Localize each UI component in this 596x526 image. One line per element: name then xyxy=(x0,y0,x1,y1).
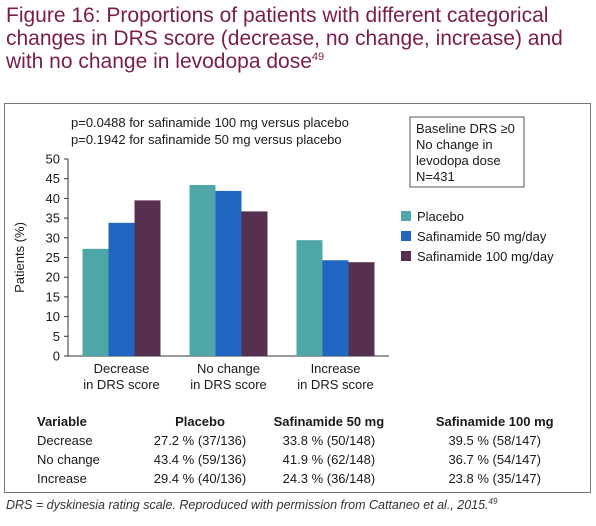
bar xyxy=(189,185,216,356)
y-tick-label: 25 xyxy=(46,250,60,265)
bar xyxy=(348,262,375,356)
x-tick-label: in DRS score xyxy=(190,377,267,392)
bar xyxy=(215,190,242,356)
table-header-cell: Variable xyxy=(37,414,87,429)
table-header-cell: Placebo xyxy=(175,414,225,429)
table-cell: 39.5 % (58/147) xyxy=(448,433,541,448)
info-box-line: Baseline DRS ≥0 xyxy=(416,121,515,136)
y-tick-label: 10 xyxy=(46,309,60,324)
y-tick-label: 20 xyxy=(46,270,60,285)
legend-label: Safinamide 100 mg/day xyxy=(417,249,554,264)
table-row: Increase 29.4 % (40/136) 24.3 % (36/148) 23… xyxy=(5,469,590,488)
bar xyxy=(82,248,109,356)
figure-caption: DRS = dyskinesia rating scale. Reproduce… xyxy=(6,497,497,512)
bar xyxy=(296,240,323,356)
figure-title-ref: 49 xyxy=(311,51,325,63)
table-cell: 41.9 % (62/148) xyxy=(282,452,376,467)
bar xyxy=(134,200,161,356)
y-tick-label: 0 xyxy=(53,349,60,364)
table-cell: 33.8 % (50/148) xyxy=(282,433,376,448)
bar xyxy=(108,222,135,356)
info-box xyxy=(409,116,525,188)
table-header-cell: Safinamide 100 mg xyxy=(435,414,554,429)
y-tick-label: 45 xyxy=(46,171,60,186)
figure-title: Figure 16: Proportions of patients with … xyxy=(6,4,590,73)
y-tick-label: 35 xyxy=(46,211,60,226)
bar xyxy=(322,260,349,356)
y-tick-label: 5 xyxy=(53,329,60,344)
table-cell: 29.4 % (40/136) xyxy=(153,471,247,486)
legend-label: Safinamide 50 mg/day xyxy=(417,229,547,244)
stats-table-grid: Variable Placebo Safinamide 50 mg Safinamid… xyxy=(5,412,590,488)
x-tick-label: Decrease xyxy=(94,361,150,376)
annotation: p=0.0488 for safinamide 100 mg versus pl… xyxy=(71,115,349,130)
legend-label: Placebo xyxy=(417,209,464,224)
table-cell: Increase xyxy=(37,471,87,486)
x-tick-label: No change xyxy=(197,361,260,376)
table-row: No change 43.4 % (59/136) 41.9 % (62/148) 3… xyxy=(5,450,590,469)
legend-swatch xyxy=(401,211,411,221)
info-box-line: levodopa dose xyxy=(416,153,501,168)
info-box-line: N=431 xyxy=(416,169,455,184)
table-cell: Decrease xyxy=(37,433,93,448)
table-row: Decrease 27.2 % (37/136) 33.8 % (50/148) 39… xyxy=(5,431,590,450)
table-header-cell: Safinamide 50 mg xyxy=(273,414,385,429)
bar-chart: 0 5 10 15 20 25 30 35 40 45 50 Patients (%) Decrease… xyxy=(12,115,554,392)
y-tick-label: 50 xyxy=(46,152,60,167)
annotation: p=0.1942 for safinamide 50 mg versus pla… xyxy=(71,132,342,147)
table-cell: No change xyxy=(37,452,100,467)
chart-panel: 0 5 10 15 20 25 30 35 40 45 50 Patients (%) Decrease… xyxy=(4,103,591,493)
y-axis-label: Patients (%) xyxy=(12,222,27,293)
table-cell: 36.7 % (54/147) xyxy=(448,452,541,467)
bar xyxy=(241,211,268,356)
x-tick-label: Increase xyxy=(311,361,361,376)
caption-ref: 49 xyxy=(488,497,498,506)
x-tick-label: in DRS score xyxy=(83,377,160,392)
y-tick-label: 15 xyxy=(46,289,60,304)
legend-swatch xyxy=(401,251,411,261)
table-cell: 27.2 % (37/136) xyxy=(153,433,247,448)
x-tick-label: in DRS score xyxy=(297,377,374,392)
figure-title-text: Figure 16: Proportions of patients with … xyxy=(6,4,563,73)
table-header-row: Variable Placebo Safinamide 50 mg Safinamid… xyxy=(5,412,590,431)
y-tick-label: 40 xyxy=(46,191,60,206)
legend-swatch xyxy=(401,231,411,241)
table-cell: 24.3 % (36/148) xyxy=(282,471,376,486)
table-cell: 43.4 % (59/136) xyxy=(153,452,247,467)
y-tick-label: 30 xyxy=(46,230,60,245)
caption-text: DRS = dyskinesia rating scale. Reproduce… xyxy=(6,498,489,513)
info-box-line: No change in xyxy=(416,137,493,152)
table-cell: 23.8 % (35/147) xyxy=(448,471,541,486)
